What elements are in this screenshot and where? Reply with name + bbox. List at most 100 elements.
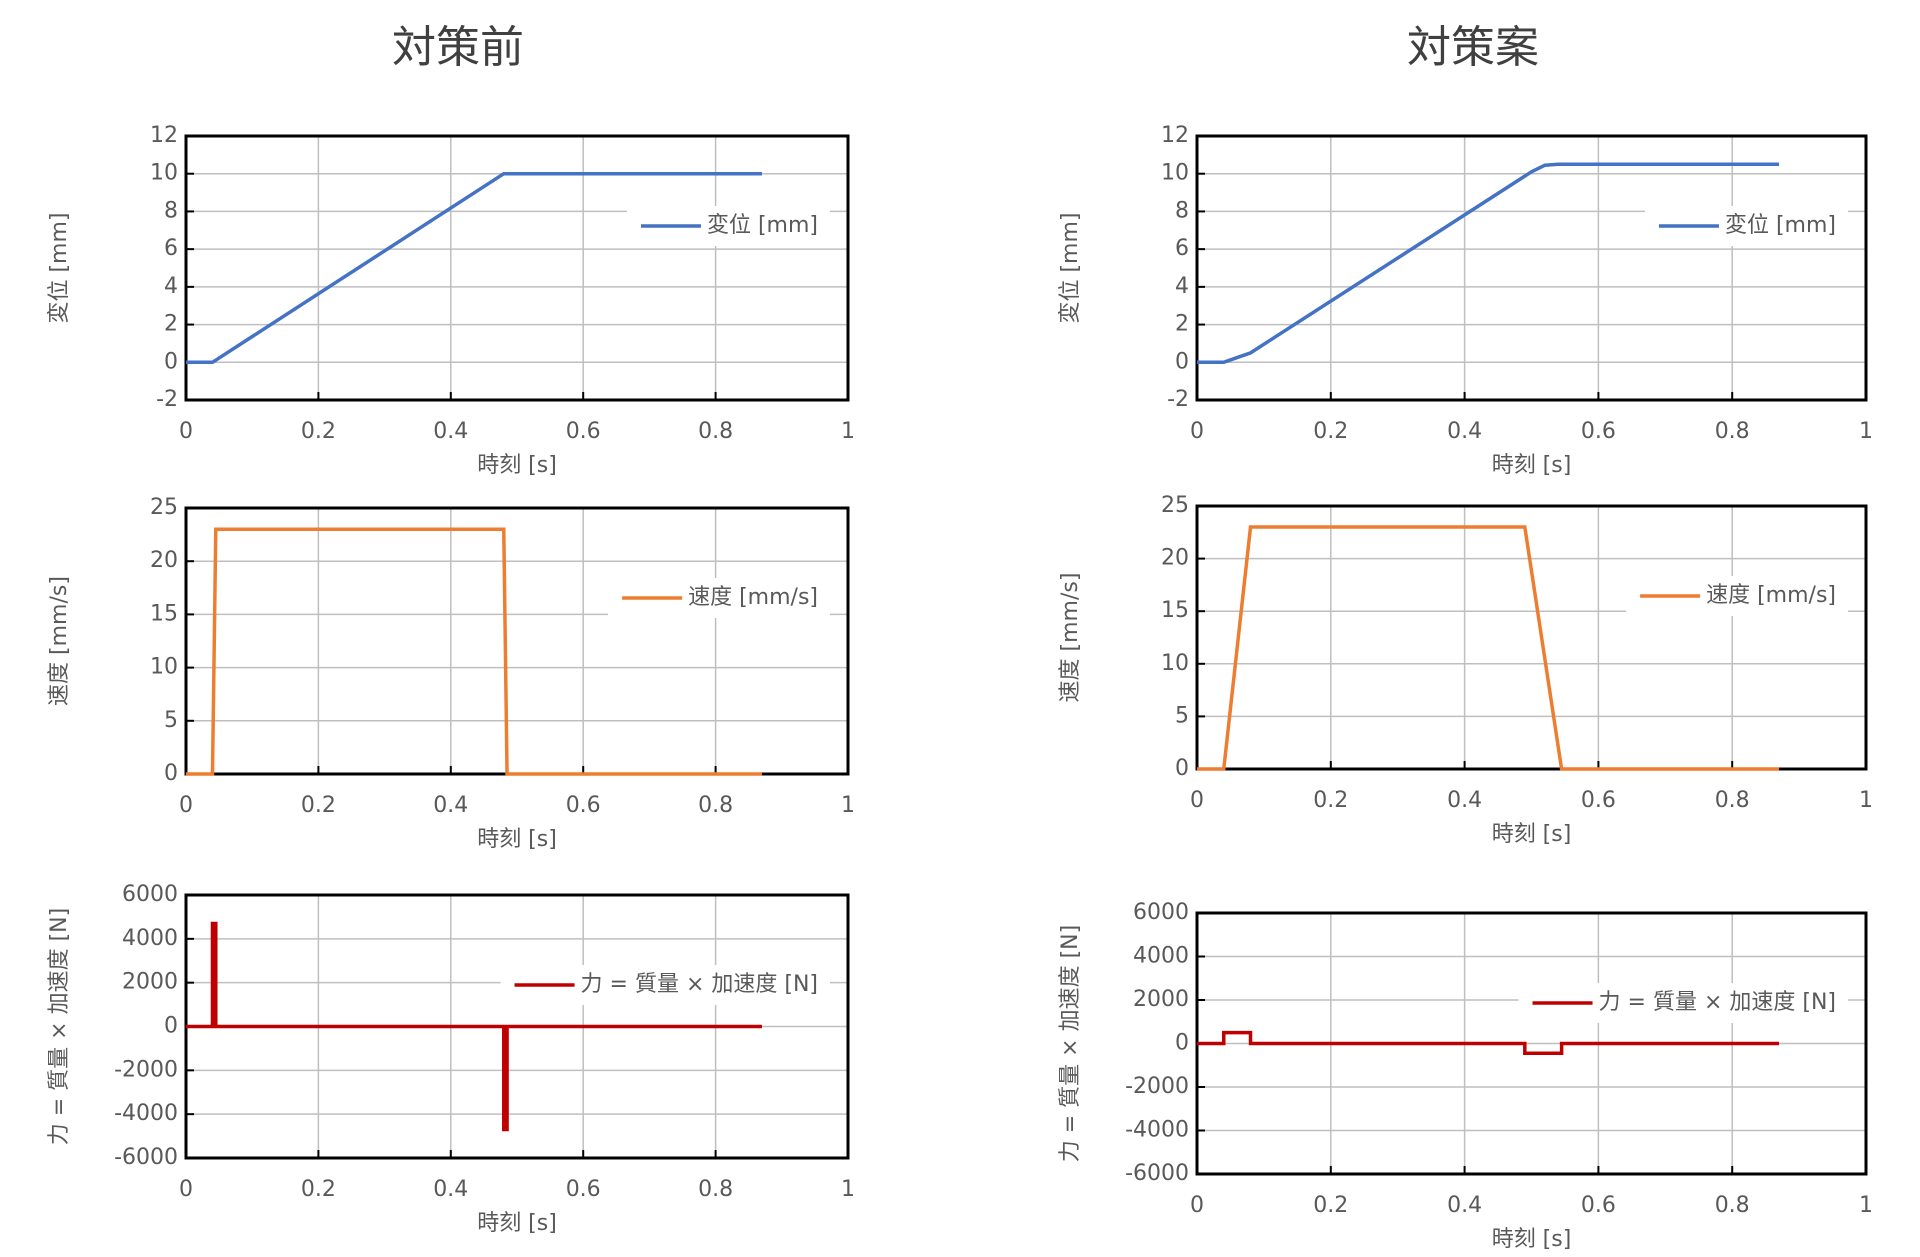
y-tick-label: 0	[1175, 1031, 1189, 1056]
column-title: 対策前	[392, 22, 524, 73]
x-tick-label: 0.4	[433, 793, 468, 818]
y-tick-label: 10	[1161, 651, 1189, 676]
y-tick-label: 20	[1161, 546, 1189, 571]
y-tick-label: 2000	[122, 970, 178, 995]
x-tick-label: 0	[179, 1177, 193, 1202]
y-tick-label: 6000	[122, 882, 178, 907]
x-tick-label: 0.4	[1447, 788, 1482, 813]
x-tick-label: 1	[1859, 1193, 1873, 1218]
x-tick-label: 0.2	[1313, 1193, 1348, 1218]
y-axis-label: 速度 [mm/s]	[1058, 573, 1083, 703]
y-tick-label: 20	[150, 548, 178, 573]
y-tick-label: 15	[1161, 598, 1189, 623]
x-tick-label: 0.8	[698, 1177, 733, 1202]
plot-frame	[1195, 134, 1868, 402]
legend-label: 力 = 質量 × 加速度 [N]	[581, 972, 818, 997]
y-tick-label: 0	[164, 1014, 178, 1039]
legend-label: 速度 [mm/s]	[688, 585, 818, 610]
x-tick-label: 0.8	[1715, 419, 1750, 444]
x-tick-label: 1	[841, 1177, 855, 1202]
x-axis-label: 時刻 [s]	[1492, 822, 1572, 847]
y-tick-label: -2	[156, 387, 178, 412]
y-tick-label: 6	[1175, 236, 1189, 261]
y-tick-label: 12	[1161, 123, 1189, 148]
y-tick-label: 4000	[122, 926, 178, 951]
legend-label: 変位 [mm]	[707, 213, 818, 238]
y-tick-label: 6	[164, 236, 178, 261]
x-tick-label: 0.2	[1313, 788, 1348, 813]
y-tick-label: 10	[1161, 161, 1189, 186]
x-axis-label: 時刻 [s]	[477, 453, 557, 478]
y-tick-label: 2	[164, 312, 178, 337]
y-axis-label: 速度 [mm/s]	[47, 576, 72, 706]
x-tick-label: 0.6	[566, 1177, 601, 1202]
x-tick-label: 0.2	[301, 793, 336, 818]
x-tick-label: 1	[841, 419, 855, 444]
x-axis-label: 時刻 [s]	[1492, 1227, 1572, 1252]
y-axis-label: 力 = 質量 × 加速度 [N]	[1058, 925, 1083, 1162]
plot-frame	[184, 134, 850, 402]
x-tick-label: 0.6	[566, 419, 601, 444]
x-tick-label: 0.4	[1447, 419, 1482, 444]
x-tick-label: 0.2	[301, 419, 336, 444]
x-tick-label: 0.6	[1581, 419, 1616, 444]
plot-frame	[184, 506, 850, 776]
legend-label: 変位 [mm]	[1725, 213, 1836, 238]
legend-label: 力 = 質量 × 加速度 [N]	[1599, 990, 1836, 1015]
y-tick-label: 8	[1175, 198, 1189, 223]
y-axis-label: 力 = 質量 × 加速度 [N]	[47, 908, 72, 1145]
data-line	[186, 171, 762, 365]
data-line	[1197, 525, 1780, 771]
y-tick-label: 0	[164, 349, 178, 374]
y-tick-label: -4000	[114, 1101, 178, 1126]
x-tick-label: 0.2	[301, 1177, 336, 1202]
legend-label: 速度 [mm/s]	[1706, 583, 1836, 608]
y-axis-label: 変位 [mm]	[1058, 212, 1083, 323]
x-tick-label: 0	[1190, 419, 1204, 444]
y-tick-label: 4000	[1133, 944, 1189, 969]
data-line	[186, 921, 762, 1132]
x-tick-label: 1	[1859, 788, 1873, 813]
y-tick-label: 2000	[1133, 987, 1189, 1012]
y-tick-label: -6000	[1125, 1161, 1189, 1186]
data-line	[1197, 162, 1780, 365]
y-tick-label: 0	[1175, 349, 1189, 374]
y-tick-label: 25	[150, 495, 178, 520]
y-tick-label: 5	[164, 708, 178, 733]
x-axis-label: 時刻 [s]	[1492, 453, 1572, 478]
x-tick-label: 0.6	[1581, 1193, 1616, 1218]
y-tick-label: 0	[164, 761, 178, 786]
y-tick-label: 10	[150, 655, 178, 680]
data-line	[186, 527, 762, 776]
y-tick-label: 2	[1175, 312, 1189, 337]
x-tick-label: 0.4	[433, 1177, 468, 1202]
x-tick-label: 0.4	[433, 419, 468, 444]
y-tick-label: 10	[150, 161, 178, 186]
y-tick-label: -4000	[1125, 1118, 1189, 1143]
y-tick-label: -6000	[114, 1145, 178, 1170]
column-title: 対策案	[1407, 22, 1539, 73]
plot-frame	[1195, 504, 1868, 771]
y-tick-label: 8	[164, 198, 178, 223]
data-line	[1197, 1030, 1780, 1056]
x-tick-label: 0	[179, 793, 193, 818]
y-tick-label: -2000	[114, 1057, 178, 1082]
x-tick-label: 0	[1190, 1193, 1204, 1218]
x-tick-label: 0.2	[1313, 419, 1348, 444]
y-tick-label: -2000	[1125, 1074, 1189, 1099]
x-tick-label: 0.6	[566, 793, 601, 818]
y-tick-label: 12	[150, 123, 178, 148]
y-tick-label: 4	[164, 274, 178, 299]
x-tick-label: 0.8	[1715, 788, 1750, 813]
y-tick-label: 4	[1175, 274, 1189, 299]
x-tick-label: 1	[1859, 419, 1873, 444]
x-tick-label: 0.4	[1447, 1193, 1482, 1218]
x-axis-label: 時刻 [s]	[477, 1211, 557, 1236]
x-tick-label: 0	[1190, 788, 1204, 813]
y-tick-label: 15	[150, 601, 178, 626]
y-tick-label: -2	[1167, 387, 1189, 412]
x-tick-label: 0.8	[698, 793, 733, 818]
y-axis-label: 変位 [mm]	[47, 212, 72, 323]
